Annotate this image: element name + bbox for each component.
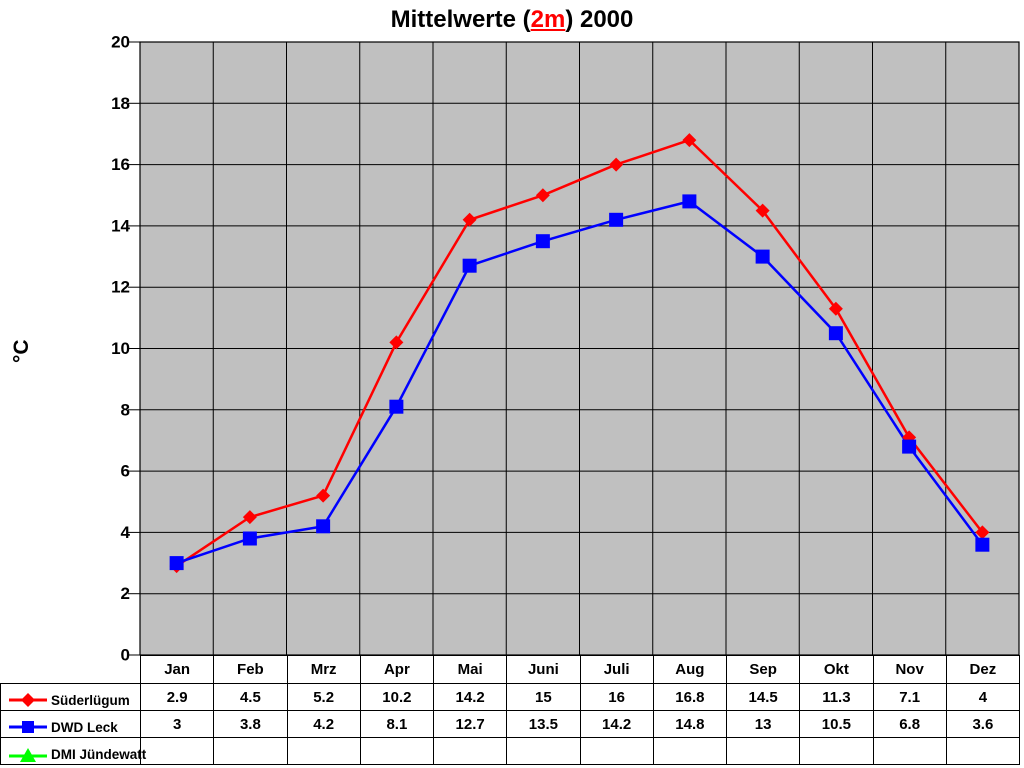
svg-text:4: 4 <box>121 523 131 542</box>
svg-text:10: 10 <box>111 339 130 358</box>
svg-text:12: 12 <box>111 278 130 297</box>
svg-text:8: 8 <box>121 400 130 419</box>
svg-text:20: 20 <box>111 33 130 52</box>
svg-text:18: 18 <box>111 94 130 113</box>
svg-text:6: 6 <box>121 462 130 481</box>
svg-text:2: 2 <box>121 584 130 603</box>
svg-text:14: 14 <box>111 216 130 235</box>
svg-text:16: 16 <box>111 155 130 174</box>
